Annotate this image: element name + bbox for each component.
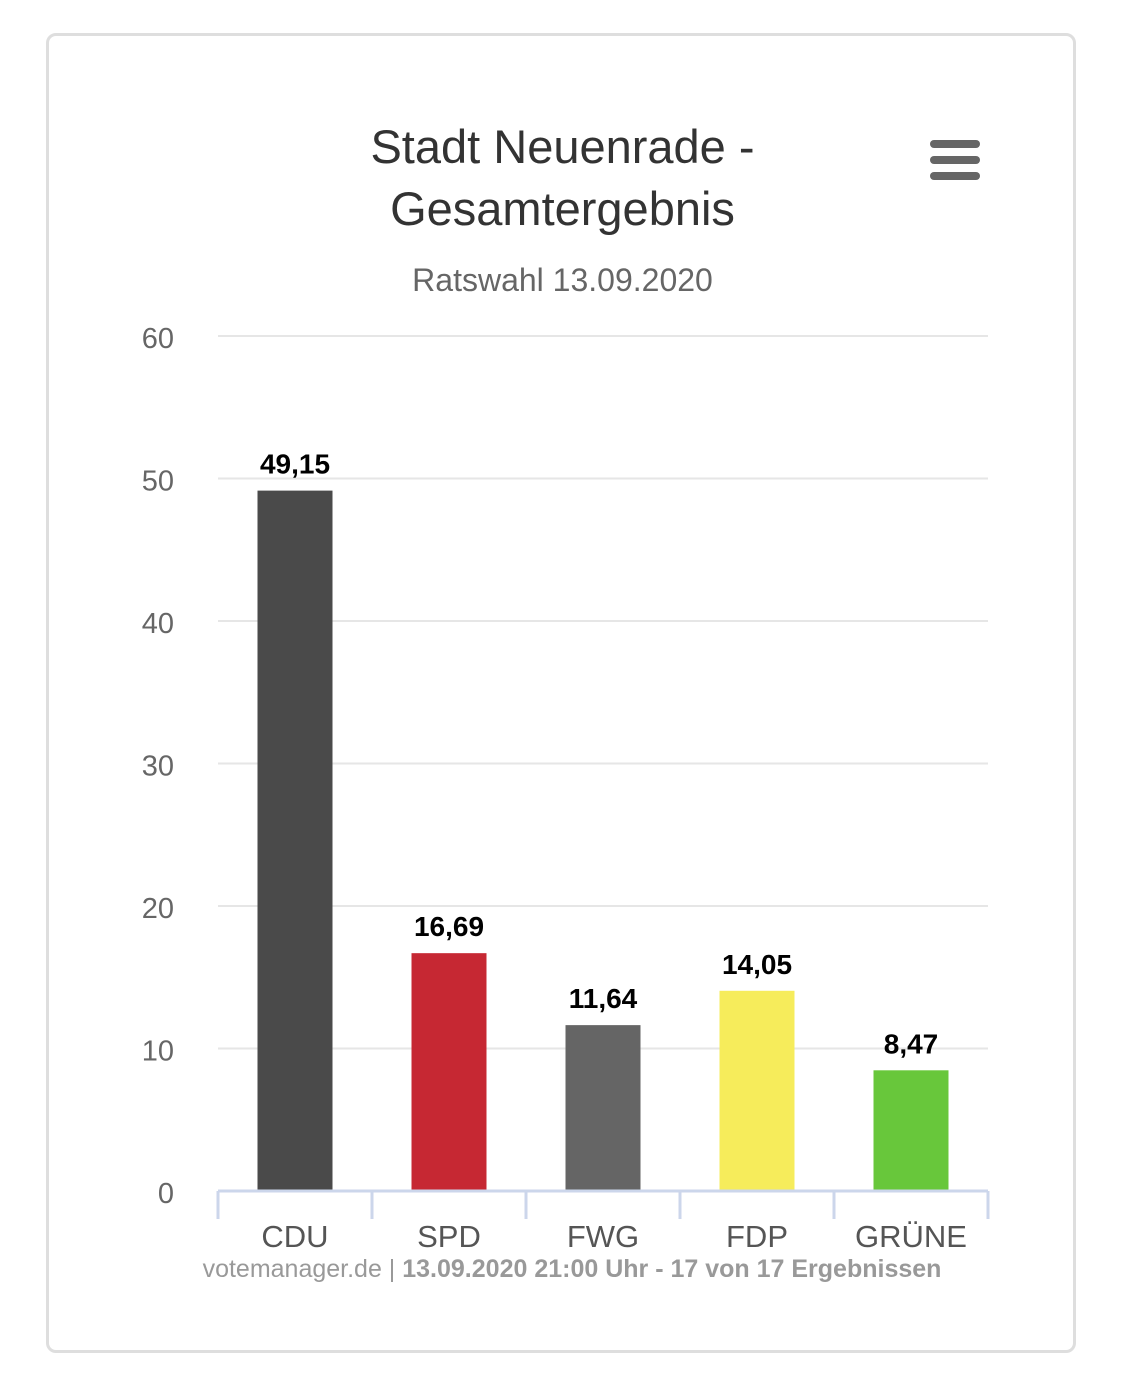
chart-title: Stadt Neuenrade - Gesamtergebnis: [0, 116, 1125, 240]
x-tick-label: GRÜNE: [855, 1219, 967, 1254]
data-label: 8,47: [884, 1028, 939, 1059]
chart-subtitle: Ratswahl 13.09.2020: [412, 262, 713, 298]
x-tick-label: FWG: [567, 1219, 639, 1254]
x-tick-label: FDP: [726, 1219, 788, 1254]
data-labels: 49,15 16,69 11,64 14,05 8,47: [260, 449, 938, 1060]
y-tick-label: 50: [142, 466, 174, 498]
hamburger-menu-icon: [930, 140, 980, 148]
y-tick-label: 30: [142, 751, 174, 783]
hamburger-menu-icon-bar: [930, 156, 980, 164]
chart-title-line-2: Gesamtergebnis: [390, 182, 735, 235]
y-tick-label: 20: [142, 893, 174, 925]
data-label: 49,15: [260, 449, 330, 480]
data-label: 16,69: [414, 911, 484, 942]
y-tick-label: 0: [158, 1178, 174, 1210]
y-axis-ticks: 0 10 20 30 40 50 60: [142, 323, 174, 1210]
x-tick-label: SPD: [417, 1219, 481, 1254]
credits-source[interactable]: votemanager.de: [202, 1255, 382, 1283]
hamburger-menu-icon-bar: [930, 172, 980, 180]
data-label: 14,05: [722, 949, 792, 980]
bar-fdp[interactable]: [719, 990, 795, 1191]
credits-detail: 13.09.2020 21:00 Uhr - 17 von 17 Ergebni…: [402, 1255, 942, 1283]
bars: [257, 490, 949, 1191]
data-label: 11,64: [569, 983, 638, 1014]
bar-cdu[interactable]: [257, 490, 333, 1191]
credits-separator: |: [381, 1255, 403, 1283]
chart-title-line-1: Stadt Neuenrade -: [370, 120, 755, 173]
chart-menu-button[interactable]: [922, 134, 988, 188]
y-tick-label: 60: [142, 323, 174, 355]
x-tick-label: CDU: [261, 1219, 328, 1254]
grid-lines: [218, 335, 988, 1050]
y-tick-label: 40: [142, 608, 174, 640]
bar-fwg[interactable]: [565, 1025, 641, 1191]
chart-credits[interactable]: votemanager.de | 13.09.2020 21:00 Uhr - …: [0, 1255, 1125, 1284]
bar-grüne[interactable]: [873, 1070, 949, 1191]
x-axis: CDU SPD FWG FDP GRÜNE: [216, 1189, 990, 1254]
bar-spd[interactable]: [411, 953, 487, 1191]
y-tick-label: 10: [142, 1036, 174, 1068]
